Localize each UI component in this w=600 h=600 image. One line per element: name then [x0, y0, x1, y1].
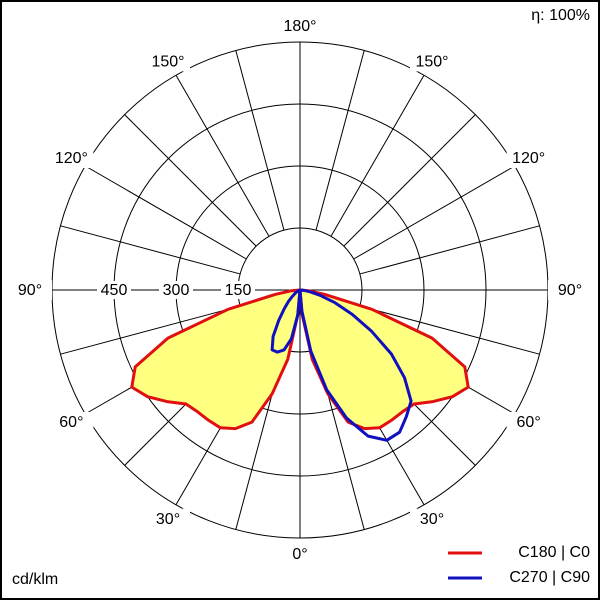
intensity-curve	[298, 288, 413, 442]
legend-label: C270 | C90	[509, 569, 590, 586]
angle-label: 60°	[517, 414, 541, 431]
radial-line	[359, 305, 540, 355]
angle-label-bg	[410, 508, 454, 529]
angle-label-bg	[49, 412, 94, 432]
angle-label-bg	[146, 51, 190, 72]
r-tick-label: 300	[163, 282, 190, 299]
radial-line	[84, 165, 247, 260]
radial-line	[343, 114, 476, 247]
angle-label-bg	[410, 51, 454, 72]
radial-line	[124, 114, 257, 247]
angle-label: 180°	[283, 18, 316, 35]
legend-label: C180 | C0	[518, 544, 590, 561]
angle-label-bg	[506, 412, 551, 432]
angle-label: 30°	[156, 511, 180, 528]
efficiency-label: η: 100%	[531, 7, 590, 24]
angle-label: 60°	[59, 414, 83, 431]
radial-line	[175, 74, 270, 237]
radial-line	[359, 225, 540, 275]
radial-line	[330, 74, 425, 237]
radial-line	[353, 165, 516, 260]
angle-label-bg	[278, 16, 322, 36]
angle-label: 150°	[151, 54, 184, 71]
angle-label-bg	[548, 280, 592, 300]
angle-label: 0°	[292, 546, 307, 563]
radial-line	[60, 305, 241, 355]
angle-label: 90°	[558, 282, 582, 299]
r-tick-label: 450	[101, 282, 128, 299]
angle-label-bg	[8, 280, 52, 300]
labels: 150 300 450 0° 30° 30° 60° 60° 90° 90° 120° 120° 150…	[8, 16, 592, 586]
tick-label-bg	[159, 281, 193, 299]
angle-label-bg	[506, 148, 551, 168]
tick-label-bg	[97, 281, 131, 299]
intensity-curve	[130, 288, 302, 431]
unit-label: cd/klm	[12, 571, 58, 588]
curves	[130, 288, 470, 442]
angle-label: 120°	[55, 150, 88, 167]
angle-label-bg	[278, 544, 322, 564]
radial-line	[60, 225, 241, 275]
r-tick-label: 150	[225, 282, 252, 299]
radial-line	[315, 50, 365, 231]
angle-label: 30°	[420, 511, 444, 528]
radial-line	[235, 50, 285, 231]
angle-label-bg	[49, 148, 94, 168]
angle-label: 150°	[415, 54, 448, 71]
tick-label-bg	[221, 281, 255, 299]
angle-label-bg	[146, 508, 190, 529]
angle-label: 90°	[18, 282, 42, 299]
intensity-curve	[270, 288, 302, 354]
angle-label: 120°	[512, 150, 545, 167]
